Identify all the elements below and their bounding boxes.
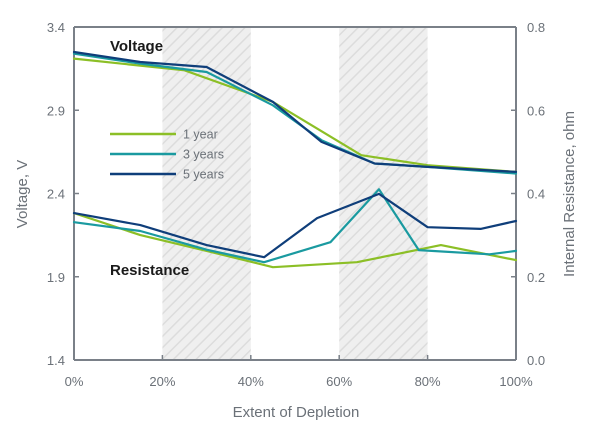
legend-label-5-years: 5 years <box>183 168 224 182</box>
shaded-band-1 <box>339 27 428 360</box>
x-tick-label: 100% <box>499 374 533 389</box>
y-left-tick-label: 2.9 <box>47 103 65 118</box>
series-line-voltage-5-years <box>72 50 518 173</box>
y-right-axis-title: Internal Resistance, ohm <box>561 111 578 277</box>
annotation-resistance: Resistance <box>110 262 189 279</box>
x-tick-label: 80% <box>415 374 441 389</box>
axes: 0% 20% 40% 60% 80% 100% 3.4 2.9 2.4 1.9 1.4 0.8 0.6 0… <box>47 20 545 389</box>
y-right-tick-label: 0.8 <box>527 20 545 35</box>
legend: 1 year 3 years 5 years <box>110 128 224 182</box>
y-left-tick-label: 1.9 <box>47 270 65 285</box>
legend-label-1-year: 1 year <box>183 128 218 142</box>
series-line-resistance-5-years <box>72 192 518 259</box>
y-left-tick-label: 2.4 <box>47 187 65 202</box>
y-left-tick-label: 1.4 <box>47 353 65 368</box>
x-tick-label: 20% <box>149 374 175 389</box>
y-left-tick-label: 3.4 <box>47 20 65 35</box>
annotation-voltage: Voltage <box>110 38 163 55</box>
x-axis-title: Extent of Depletion <box>233 404 360 421</box>
x-tick-label: 60% <box>326 374 352 389</box>
series-line-voltage-1-year <box>72 57 518 173</box>
y-right-tick-label: 0.2 <box>527 270 545 285</box>
series-lines <box>72 50 518 269</box>
series-line-resistance-3-years <box>72 188 518 264</box>
y-right-tick-label: 0.6 <box>527 103 545 118</box>
x-tick-label: 40% <box>238 374 264 389</box>
y-right-tick-label: 0.0 <box>527 353 545 368</box>
shaded-band-0 <box>162 27 251 360</box>
legend-label-3-years: 3 years <box>183 148 224 162</box>
y-left-axis-title: Voltage, V <box>14 160 31 228</box>
series-line-resistance-1-year <box>72 212 518 269</box>
x-tick-label: 0% <box>65 374 84 389</box>
y-right-tick-label: 0.4 <box>527 187 545 202</box>
series-line-voltage-3-years <box>72 52 518 175</box>
